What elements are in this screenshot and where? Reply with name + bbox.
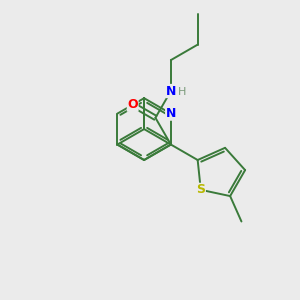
Text: N: N xyxy=(166,85,176,98)
Text: N: N xyxy=(166,107,176,120)
Text: S: S xyxy=(196,183,205,196)
Text: O: O xyxy=(128,98,138,111)
Text: H: H xyxy=(178,88,186,98)
